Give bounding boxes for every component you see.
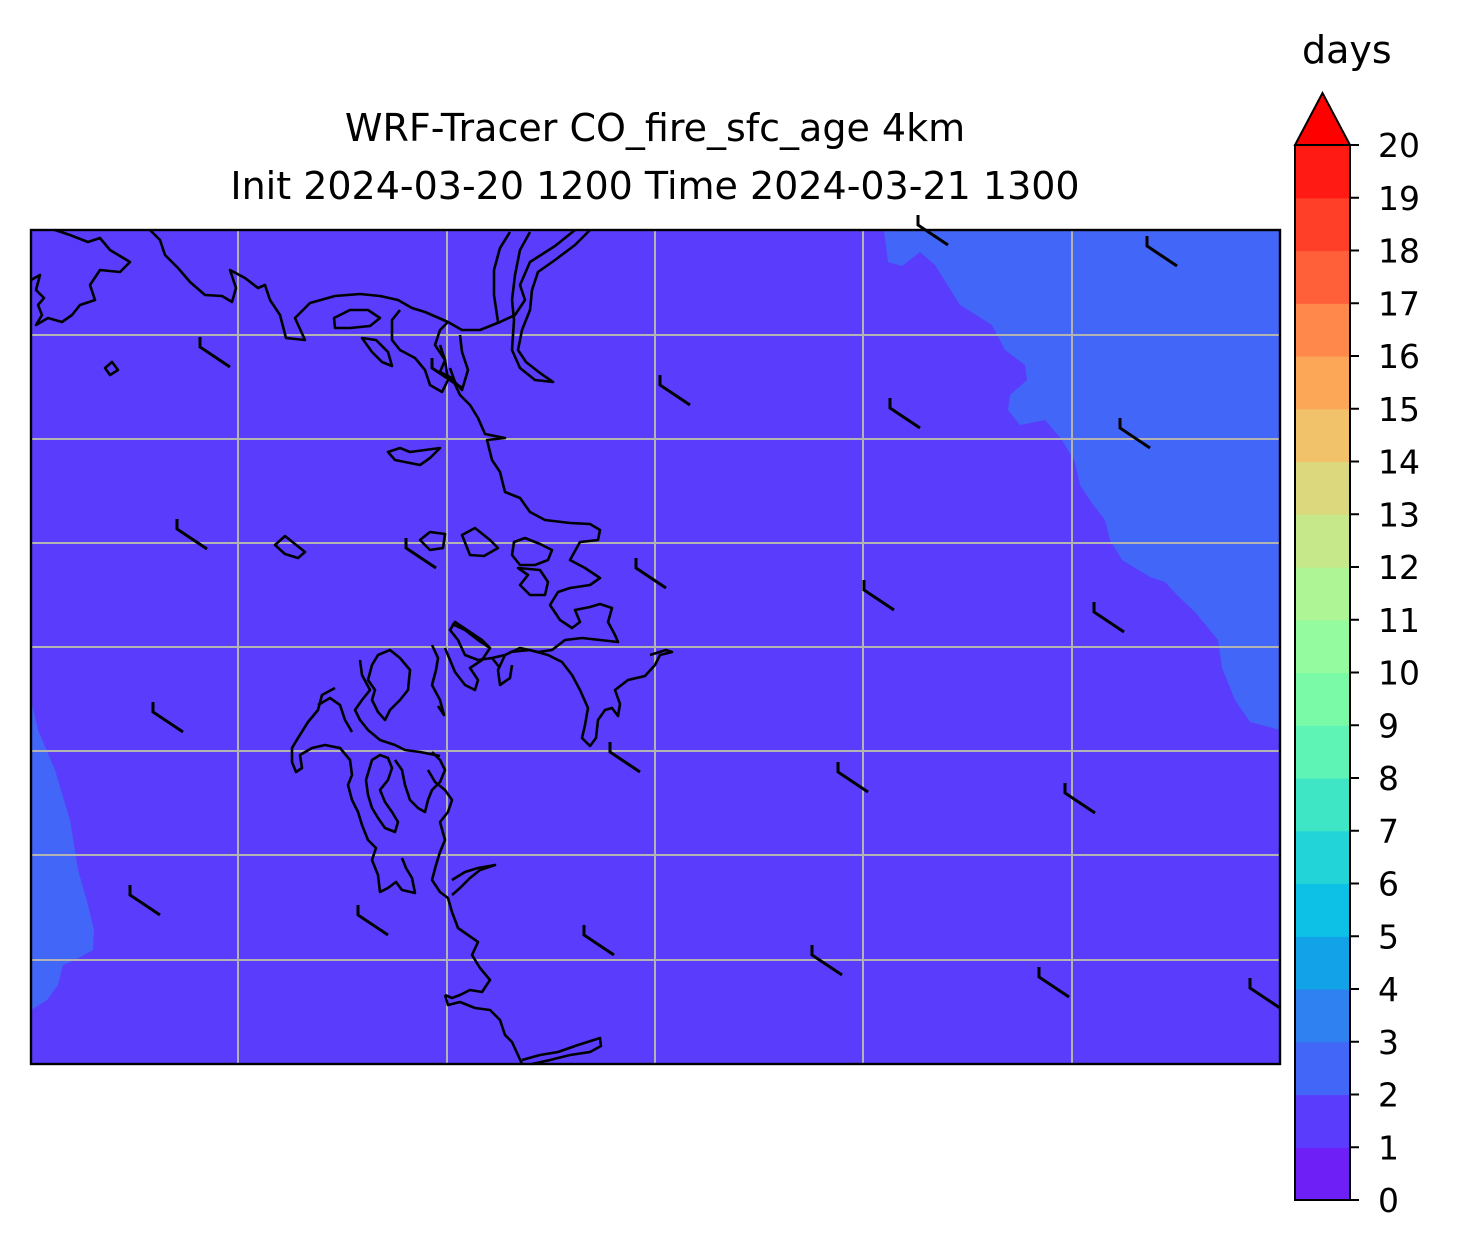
map-title-line-2: Init 2024-03-20 1200 Time 2024-03-21 130… [230, 164, 1080, 208]
wind-barb [1118, 418, 1151, 450]
colorbar-segment [1295, 145, 1350, 199]
wind-barb [1092, 602, 1125, 634]
colorbar-tick-label: 11 [1378, 601, 1420, 640]
colorbar-tick-label: 1 [1378, 1128, 1399, 1167]
colorbar-tick-label: 16 [1378, 337, 1420, 376]
wind-barb [1248, 978, 1281, 1010]
wind-barb [582, 925, 615, 957]
colorbar-tick-label: 19 [1378, 179, 1420, 218]
colorbar-tick-label: 15 [1378, 390, 1420, 429]
wind-barb [404, 538, 437, 570]
coastline [30, 228, 674, 1066]
wind-barb [634, 558, 667, 590]
colorbar-segment [1295, 567, 1350, 621]
colorbar-tick-label: 20 [1378, 126, 1420, 165]
wind-barb [175, 519, 208, 551]
colorbar-segment [1295, 1147, 1350, 1201]
wind-barbs [128, 215, 1281, 1010]
colorbar-segment [1295, 408, 1350, 463]
wind-barb [430, 358, 463, 390]
colorbar-segment [1295, 1094, 1350, 1148]
colorbar-segment [1295, 989, 1350, 1043]
colorbar-tick-label: 9 [1378, 706, 1399, 745]
map-frame [29, 228, 1282, 1066]
wind-barb [916, 215, 949, 247]
colorbar-segment [1295, 830, 1350, 885]
wind-barb [608, 742, 641, 774]
map-panel [29, 215, 1282, 1066]
wind-barb [658, 375, 691, 407]
colorbar-tick-label: 4 [1378, 970, 1399, 1009]
colorbar-segment [1295, 883, 1350, 937]
colorbar-tick-label: 10 [1378, 654, 1420, 693]
colorbar-tick-label: 18 [1378, 232, 1420, 271]
colorbar-tick-label: 12 [1378, 548, 1420, 587]
colorbar-segment [1295, 778, 1350, 832]
colorbar-unit-label: days [1302, 28, 1392, 72]
colorbar-tick-label: 7 [1378, 812, 1399, 851]
colorbar-tick-label: 2 [1378, 1076, 1399, 1115]
wind-barb [836, 762, 869, 794]
colorbar-segment [1295, 461, 1350, 515]
colorbar-tick-label: 6 [1378, 865, 1399, 904]
map-title-line-1: WRF-Tracer CO_fire_sfc_age 4km [344, 106, 966, 150]
colorbar-segment [1295, 725, 1350, 779]
colorbar-tick-label: 13 [1378, 495, 1420, 534]
colorbar-segment [1295, 514, 1350, 568]
wind-barb [1037, 967, 1070, 999]
colorbar-segment [1295, 197, 1350, 252]
wind-barb [198, 337, 231, 369]
wind-barb [128, 885, 161, 917]
colorbar-extend-arrow [1293, 90, 1352, 146]
wind-barb [356, 905, 389, 937]
colorbar-segment [1295, 672, 1350, 726]
colorbar-segment [1295, 1041, 1350, 1096]
wind-barb [888, 398, 921, 430]
colorbar-segment [1295, 936, 1350, 990]
wind-barb [151, 702, 184, 734]
colorbar-segment [1295, 250, 1350, 304]
colorbar-tick-label: 17 [1378, 284, 1420, 323]
colorbar-tick-label: 0 [1378, 1181, 1399, 1220]
tracer-age-field-2-3-east [884, 230, 1280, 730]
colorbar-tick-label: 8 [1378, 759, 1399, 798]
wind-barb [1063, 783, 1096, 815]
gridlines [31, 230, 1280, 1064]
colorbar-segment [1295, 356, 1350, 410]
wind-barb [810, 945, 843, 977]
colorbar-tick-label: 3 [1378, 1023, 1399, 1062]
colorbar-tick-label: 14 [1378, 443, 1420, 482]
colorbar-segment [1295, 619, 1350, 674]
wind-barb [1145, 236, 1178, 268]
colorbar-segment [1295, 303, 1350, 357]
colorbar-tick-label: 5 [1378, 917, 1399, 956]
wind-barb [862, 580, 895, 612]
